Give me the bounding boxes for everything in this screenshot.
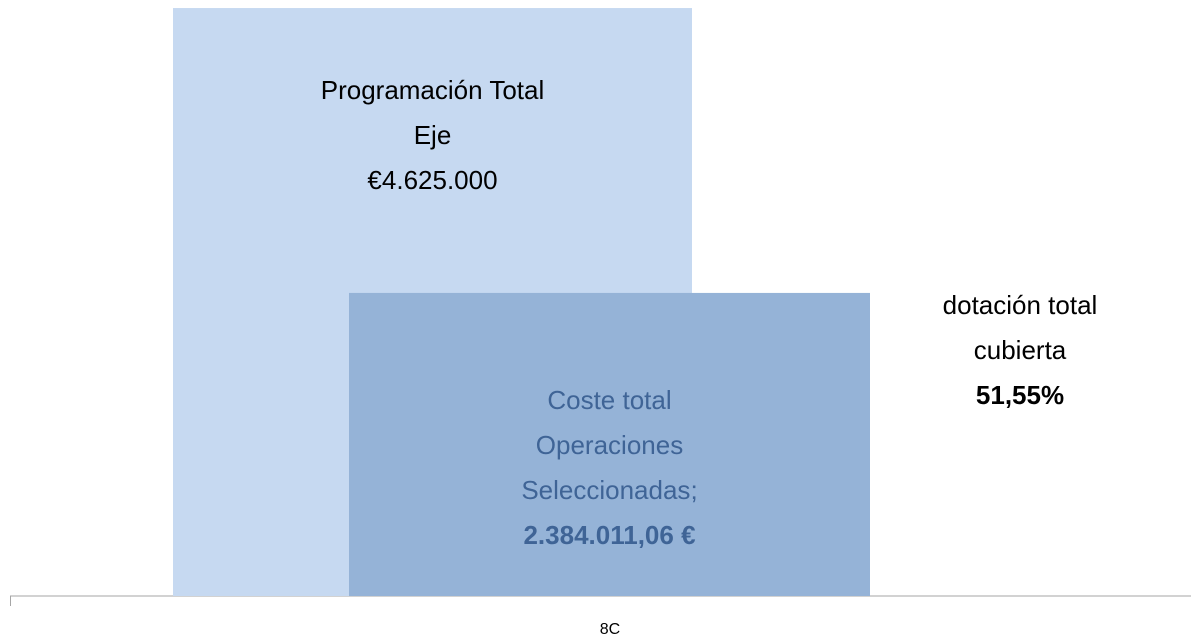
value-label: €4.625.000 bbox=[367, 165, 498, 195]
value-line: €4.625.000 bbox=[313, 158, 553, 203]
data-label: Coste total Operaciones Seleccionadas; 2.… bbox=[490, 378, 730, 558]
annotation-value-line: 51,55% bbox=[920, 373, 1120, 418]
annotation-text-line: dotación total cubierta bbox=[920, 283, 1120, 373]
x-tick-label: 8C bbox=[600, 621, 620, 638]
series-name-line: Coste total Operaciones Seleccionadas; bbox=[490, 378, 730, 513]
series-name: Programación Total Eje bbox=[320, 75, 545, 150]
label-separator: ; bbox=[690, 475, 698, 505]
series-name-line: Programación Total Eje bbox=[313, 68, 553, 158]
value-label: 2.384.011,06 € bbox=[523, 520, 696, 550]
annotation-value: 51,55% bbox=[975, 380, 1065, 410]
annotation-text: dotación total cubierta bbox=[942, 290, 1098, 365]
series-name: Coste total Operaciones Seleccionadas bbox=[521, 385, 691, 505]
data-label: Programación Total Eje €4.625.000 bbox=[313, 68, 553, 203]
bar bbox=[349, 292, 870, 596]
value-line: 2.384.011,06 € bbox=[490, 513, 730, 558]
annotation: dotación total cubierta 51,55% bbox=[920, 283, 1120, 418]
